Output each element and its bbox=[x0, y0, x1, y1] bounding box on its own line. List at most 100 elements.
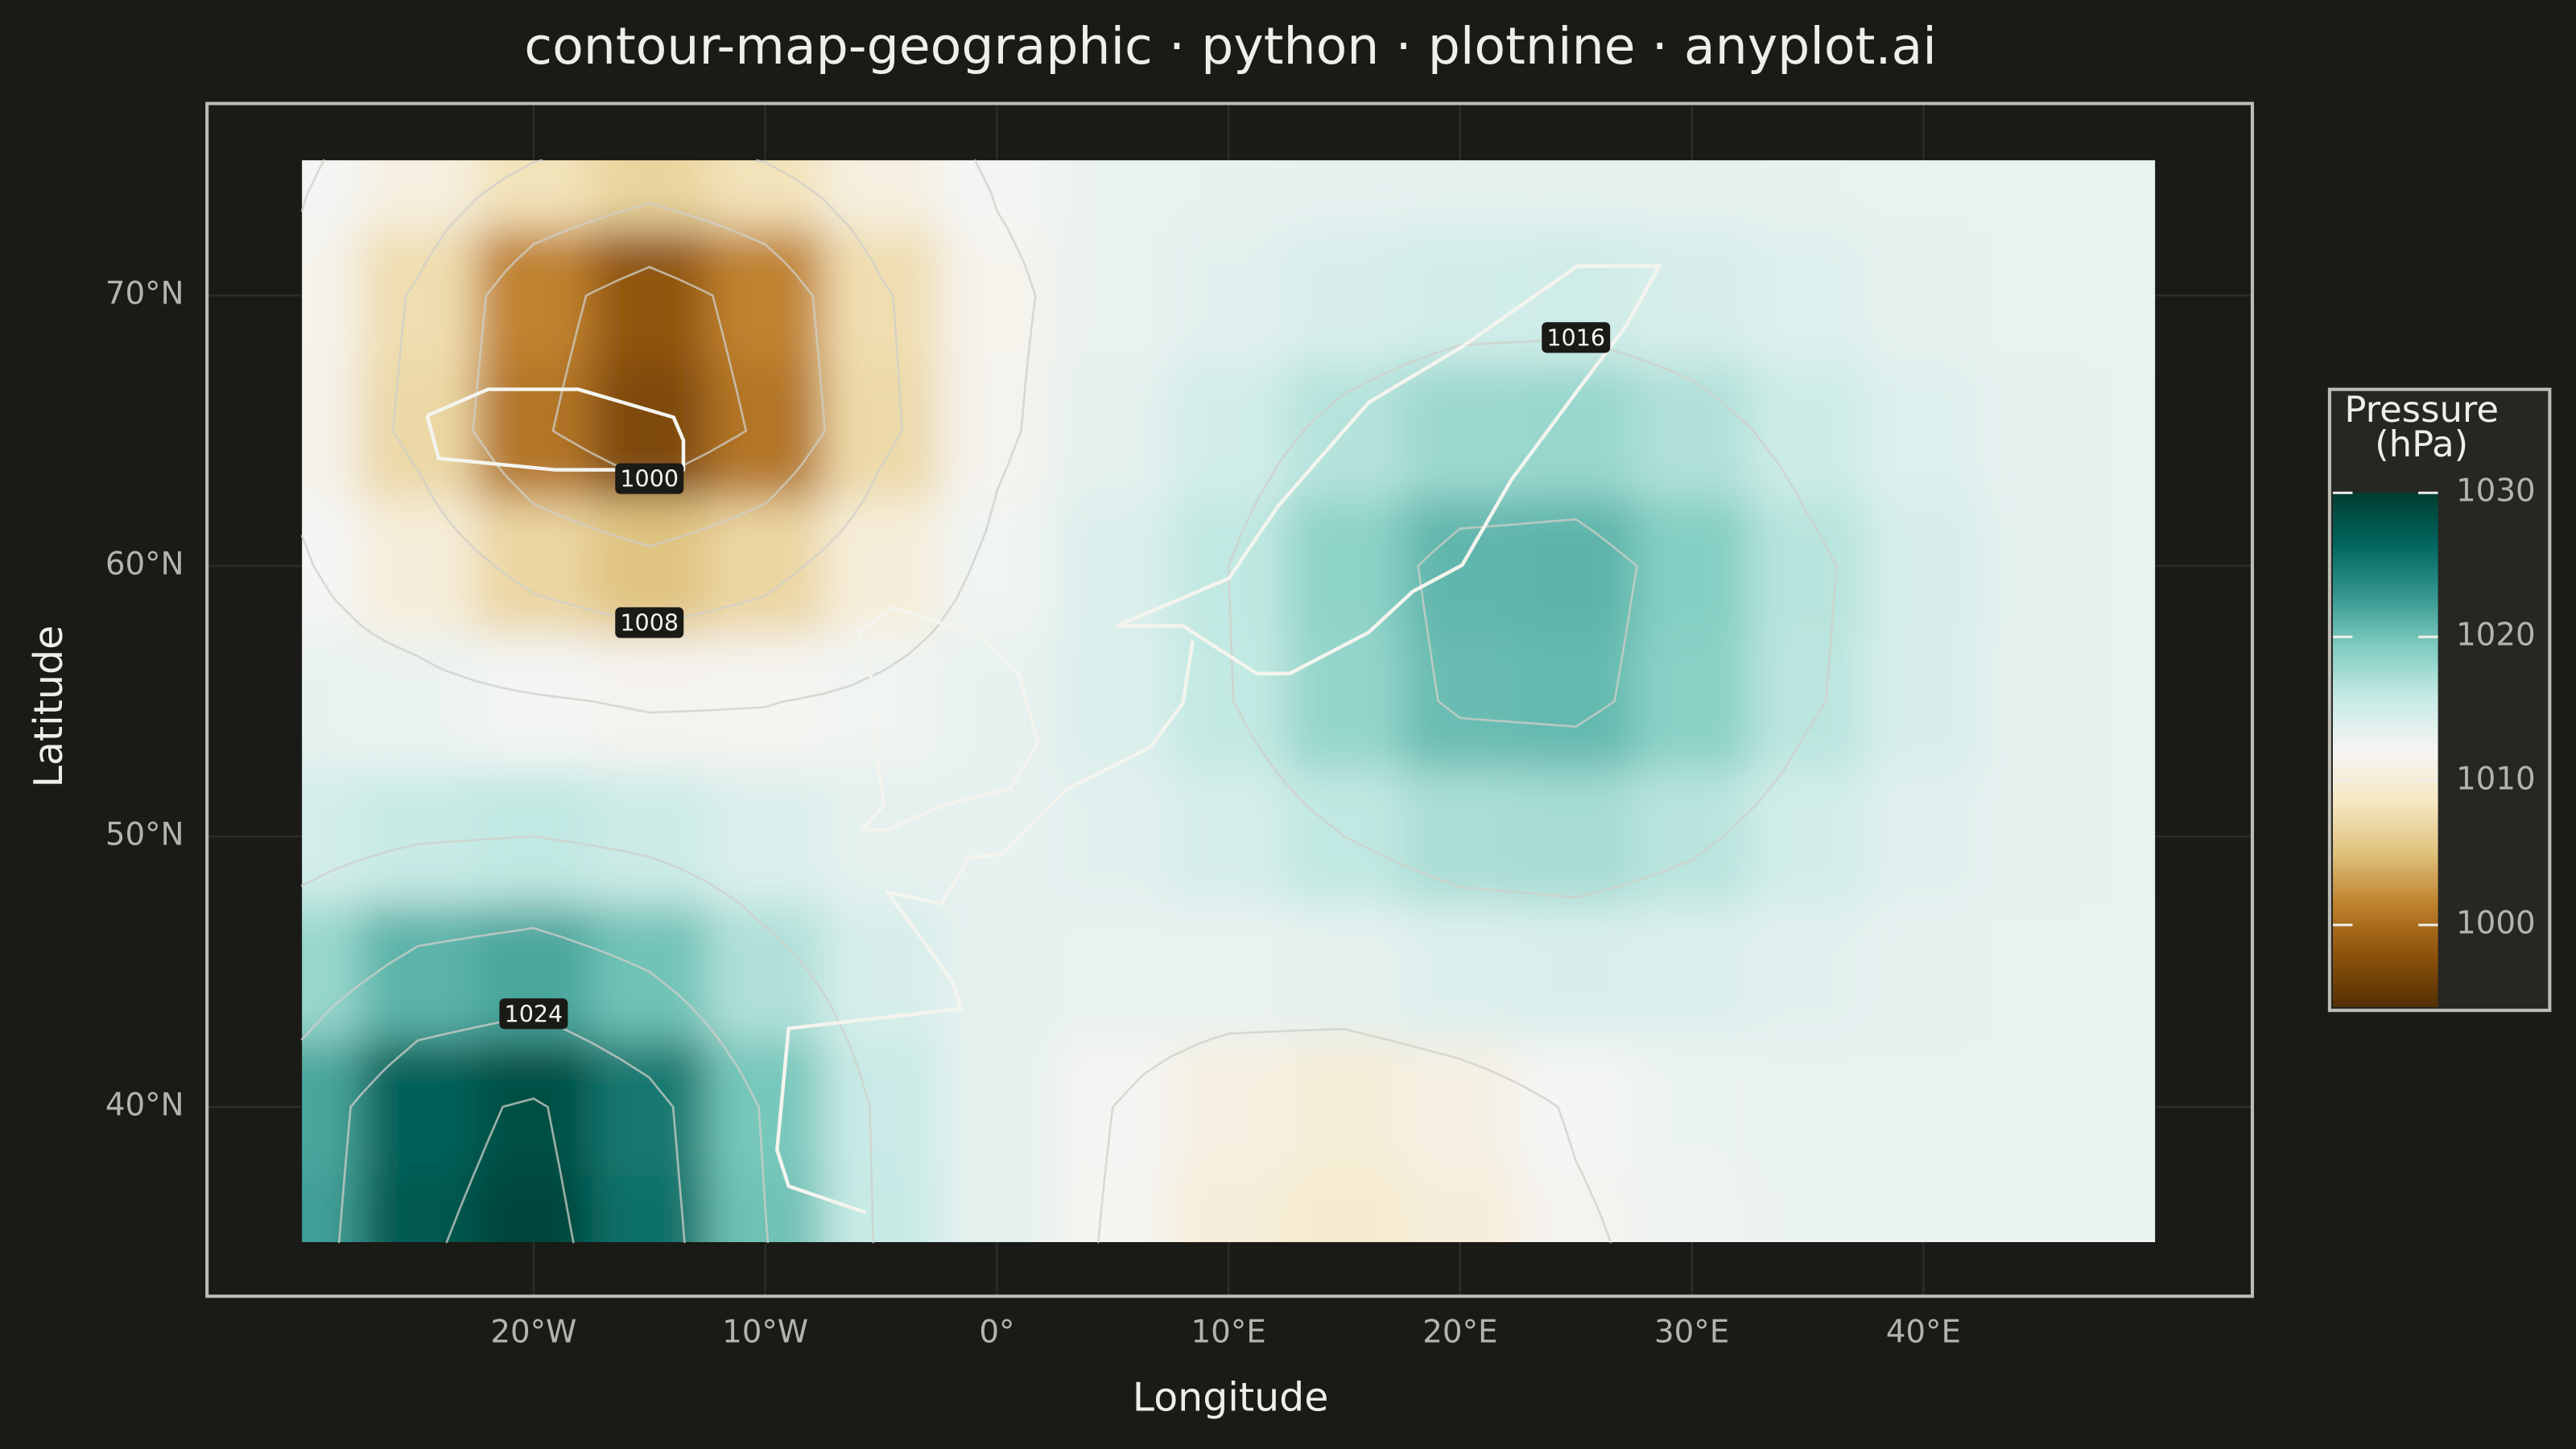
heat-cell bbox=[939, 363, 1056, 500]
heat-cell bbox=[1286, 228, 1404, 365]
heat-cell bbox=[1865, 228, 1983, 365]
contour-label: 1008 bbox=[615, 607, 684, 638]
heat-cell bbox=[1170, 1039, 1288, 1176]
contour-line bbox=[300, 159, 1612, 1244]
heat-cell bbox=[939, 498, 1056, 635]
heat-cell bbox=[2097, 904, 2156, 1041]
coastline bbox=[856, 605, 1041, 832]
x-tick-label: 10°W bbox=[722, 1315, 808, 1351]
heat-cell bbox=[1749, 1039, 1867, 1176]
coastline bbox=[425, 387, 686, 472]
heat-cell bbox=[1981, 1174, 2099, 1243]
contour-label-bg bbox=[615, 463, 684, 494]
heat-cell bbox=[707, 1039, 824, 1176]
heat-cell bbox=[1749, 363, 1867, 500]
heat-cell bbox=[1286, 1174, 1404, 1243]
heat-cell bbox=[302, 498, 361, 635]
contour-line bbox=[391, 159, 903, 625]
heat-cell bbox=[2097, 228, 2156, 365]
heat-cell bbox=[302, 228, 361, 365]
heat-cell bbox=[360, 769, 477, 906]
heat-cell bbox=[360, 228, 477, 365]
contour-label-bg bbox=[615, 607, 684, 638]
heat-cell bbox=[475, 498, 593, 635]
heat-cell bbox=[360, 634, 477, 770]
heat-cell bbox=[475, 160, 593, 229]
heat-cell bbox=[707, 160, 824, 229]
heat-cell bbox=[1981, 904, 2099, 1041]
heat-cell bbox=[302, 904, 361, 1041]
colorbar-title: Pressure bbox=[2344, 388, 2499, 431]
heat-cell bbox=[823, 634, 940, 770]
heat-cell bbox=[823, 160, 940, 229]
heat-cell bbox=[1865, 1039, 1983, 1176]
heat-cell bbox=[1286, 1039, 1404, 1176]
heat-cell bbox=[1981, 228, 2099, 365]
heat-cell bbox=[707, 769, 824, 906]
heat-cell bbox=[939, 228, 1056, 365]
heat-cell bbox=[591, 1039, 708, 1176]
heat-cell bbox=[823, 904, 940, 1041]
colorbar-ramp bbox=[2332, 493, 2438, 1008]
heat-cell bbox=[591, 769, 708, 906]
heat-cell bbox=[1055, 904, 1172, 1041]
heat-cell bbox=[1865, 634, 1983, 770]
contour-label-bg bbox=[499, 998, 568, 1030]
colorbar-tick-label: 1020 bbox=[2456, 617, 2536, 654]
heat-cell bbox=[707, 363, 824, 500]
heat-cell bbox=[1981, 634, 2099, 770]
heat-cell bbox=[475, 363, 593, 500]
heat-cell bbox=[1633, 498, 1751, 635]
heat-cell bbox=[939, 1174, 1056, 1243]
heat-cell bbox=[1865, 769, 1983, 906]
y-tick-label: 50°N bbox=[105, 817, 184, 853]
heat-cell bbox=[1981, 1039, 2099, 1176]
heat-cell bbox=[302, 1174, 361, 1243]
heat-cell bbox=[360, 904, 477, 1041]
heat-cell bbox=[1749, 160, 1867, 229]
heat-cell bbox=[1055, 498, 1172, 635]
heat-cell bbox=[1633, 160, 1751, 229]
heat-cell bbox=[2097, 160, 2156, 229]
heat-cell bbox=[1055, 1174, 1172, 1243]
heat-cell bbox=[1286, 904, 1404, 1041]
heat-cell bbox=[1517, 769, 1635, 906]
heat-cell bbox=[360, 363, 477, 500]
heat-cell bbox=[1055, 634, 1172, 770]
colorbar-tick-label: 1030 bbox=[2456, 473, 2536, 510]
heat-cell bbox=[1402, 228, 1520, 365]
heat-cell bbox=[1517, 160, 1635, 229]
heat-cell bbox=[939, 904, 1056, 1041]
heat-cell bbox=[939, 1039, 1056, 1176]
heat-cell bbox=[591, 228, 708, 365]
heat-cell bbox=[1170, 228, 1288, 365]
heat-cell bbox=[475, 634, 593, 770]
heat-cell bbox=[475, 1174, 593, 1243]
y-tick-label: 60°N bbox=[105, 547, 184, 583]
heat-cell bbox=[1865, 1174, 1983, 1243]
heat-cell bbox=[475, 1039, 593, 1176]
heat-cell bbox=[1633, 1174, 1751, 1243]
heat-cell bbox=[1402, 634, 1520, 770]
heat-cell bbox=[1286, 160, 1404, 229]
heat-cell bbox=[823, 1174, 940, 1243]
heat-cell bbox=[1865, 363, 1983, 500]
heat-cell bbox=[1749, 498, 1867, 635]
heat-cell bbox=[475, 228, 593, 365]
heat-cell bbox=[939, 769, 1056, 906]
x-tick-label: 20°W bbox=[490, 1315, 576, 1351]
contour-label-text: 1000 bbox=[620, 465, 679, 493]
colorbar-tick-label: 1000 bbox=[2456, 906, 2536, 942]
heatmap-cells bbox=[302, 160, 2156, 1243]
heat-cell bbox=[1633, 904, 1751, 1041]
heat-cell bbox=[1981, 498, 2099, 635]
heat-cell bbox=[1517, 1174, 1635, 1243]
heat-cell bbox=[1170, 904, 1288, 1041]
contour-labels: 1000 1008 1016 1024 bbox=[499, 322, 1611, 1030]
heat-cell bbox=[360, 1174, 477, 1243]
heat-cell bbox=[302, 363, 361, 500]
contour-label-text: 1016 bbox=[1546, 324, 1605, 351]
heat-cell bbox=[707, 634, 824, 770]
contour-label-bg bbox=[1542, 322, 1611, 353]
